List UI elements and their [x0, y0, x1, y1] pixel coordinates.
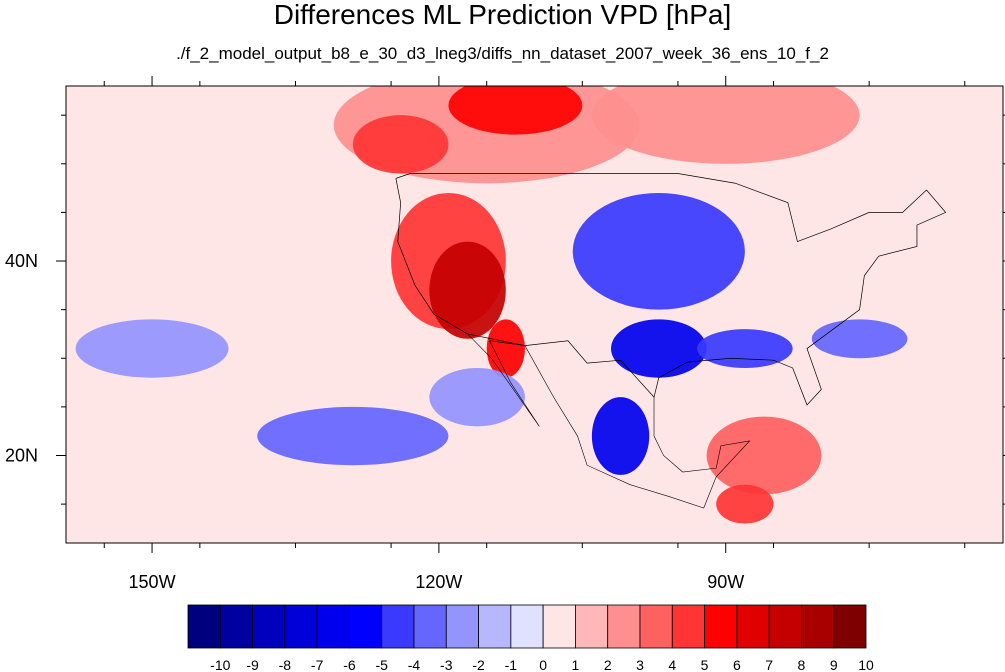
colorbar-box	[736, 604, 770, 649]
anomaly-region	[591, 86, 860, 164]
colorbar-box	[607, 604, 641, 649]
colorbar-box	[575, 604, 609, 649]
colorbar-label: -3	[440, 657, 453, 672]
x-tick-label: 90W	[707, 572, 744, 592]
colorbar-box	[768, 604, 802, 649]
plot-frame	[65, 85, 1004, 544]
colorbar-label: -1	[505, 657, 518, 672]
colorbar-box	[542, 604, 576, 649]
colorbar-box	[671, 604, 705, 649]
anomaly-region	[448, 86, 583, 135]
anomaly-region	[697, 329, 793, 368]
colorbar-box	[219, 604, 253, 649]
anomaly-region	[610, 319, 707, 378]
mexico-outline	[467, 333, 751, 509]
coastline-outline	[395, 173, 947, 406]
anomaly-layer	[66, 86, 1003, 524]
chart-title: Differences ML Prediction VPD [hPa]	[273, 0, 732, 30]
y-tick-label: 20N	[5, 445, 38, 465]
colorbar-box	[833, 604, 867, 649]
colorbar-label: 4	[668, 657, 676, 672]
anomaly-region	[429, 367, 525, 427]
colorbar-label: -9	[246, 657, 259, 672]
colorbar-label: -5	[375, 657, 388, 672]
colorbar-box	[252, 604, 286, 649]
colorbar-box	[445, 604, 479, 649]
anomaly-region	[591, 397, 650, 475]
colorbar-box	[316, 604, 350, 649]
x-tick-label: 120W	[415, 572, 462, 592]
colorbar-label: 9	[830, 657, 838, 672]
colorbar-label: 1	[572, 657, 580, 672]
colorbar-box	[284, 604, 318, 649]
colorbar-label: -10	[210, 657, 230, 672]
colorbar-box	[478, 604, 512, 649]
colorbar-label: -8	[279, 657, 292, 672]
colorbar-box	[413, 604, 447, 649]
anomaly-region	[706, 416, 822, 495]
colorbar-label: 10	[858, 657, 874, 672]
colorbar-box	[639, 604, 673, 649]
colorbar-label: 8	[798, 657, 806, 672]
colorbar-label: 7	[765, 657, 773, 672]
colorbar-label: 6	[733, 657, 741, 672]
y-tick-label: 40N	[5, 251, 38, 271]
colorbar-label: 5	[701, 657, 709, 672]
anomaly-region	[811, 319, 908, 359]
colorbar-box	[381, 604, 415, 649]
colorbar-box	[801, 604, 835, 649]
chart-subtitle: ./f_2_model_output_b8_e_30_d3_lneg3/diff…	[176, 44, 829, 63]
anomaly-region	[716, 484, 774, 524]
anomaly-region	[75, 319, 229, 378]
anomaly-region	[352, 115, 449, 174]
colorbar-box	[704, 604, 738, 649]
colorbar-box	[510, 604, 544, 649]
colorbar-box	[349, 604, 383, 649]
anomaly-region	[429, 241, 506, 339]
colorbar-label: 0	[539, 657, 547, 672]
colorbar-label: -7	[311, 657, 324, 672]
anomaly-region	[257, 406, 449, 466]
colorbar-label: -2	[472, 657, 485, 672]
x-tick-label: 150W	[129, 572, 176, 592]
colorbar-box	[187, 604, 221, 649]
colorbar-label: -4	[408, 657, 421, 672]
anomaly-region	[572, 192, 745, 310]
colorbar-label: 3	[636, 657, 644, 672]
colorbar-label: 2	[604, 657, 612, 672]
colorbar-label: -6	[343, 657, 356, 672]
anomaly-region	[486, 319, 525, 378]
